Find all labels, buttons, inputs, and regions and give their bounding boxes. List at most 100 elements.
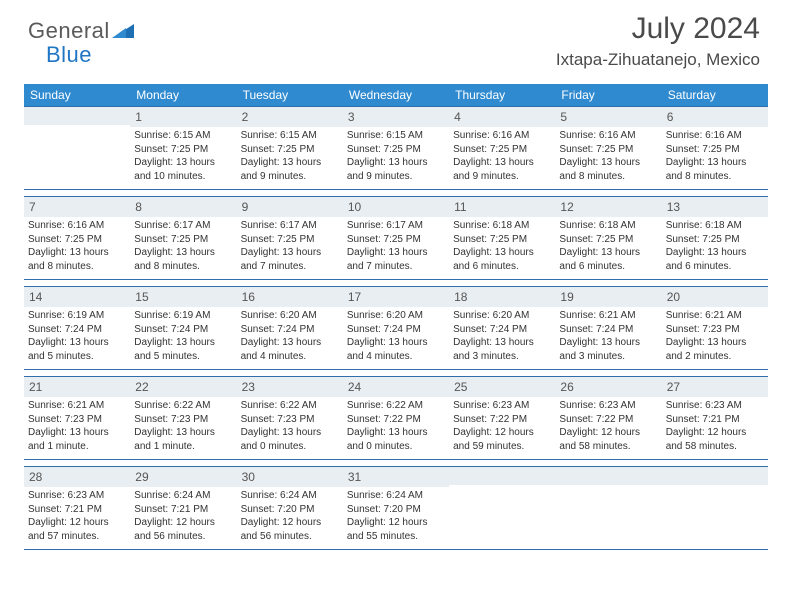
day-number: 20 (662, 287, 768, 307)
cell-body: Sunrise: 6:23 AMSunset: 7:22 PMDaylight:… (449, 399, 555, 455)
sunrise-text: Sunrise: 6:15 AM (134, 129, 232, 143)
cell-body: Sunrise: 6:15 AMSunset: 7:25 PMDaylight:… (130, 129, 236, 185)
sunset-text: Sunset: 7:25 PM (241, 143, 339, 157)
dayname-wed: Wednesday (343, 84, 449, 106)
sunset-text: Sunset: 7:24 PM (134, 323, 232, 337)
daylight-text: Daylight: 13 hours and 7 minutes. (241, 246, 339, 273)
calendar-cell: 25Sunrise: 6:23 AMSunset: 7:22 PMDayligh… (449, 377, 555, 459)
cell-body: Sunrise: 6:20 AMSunset: 7:24 PMDaylight:… (237, 309, 343, 365)
day-number: 2 (237, 107, 343, 127)
daylight-text: Daylight: 12 hours and 56 minutes. (134, 516, 232, 543)
sunset-text: Sunset: 7:25 PM (559, 143, 657, 157)
daylight-text: Daylight: 13 hours and 7 minutes. (347, 246, 445, 273)
sunset-text: Sunset: 7:25 PM (134, 233, 232, 247)
calendar-cell: 6Sunrise: 6:16 AMSunset: 7:25 PMDaylight… (662, 107, 768, 189)
sunset-text: Sunset: 7:23 PM (241, 413, 339, 427)
brand-part2: Blue (46, 42, 92, 68)
daylight-text: Daylight: 13 hours and 8 minutes. (28, 246, 126, 273)
sunrise-text: Sunrise: 6:18 AM (453, 219, 551, 233)
cell-body: Sunrise: 6:22 AMSunset: 7:23 PMDaylight:… (237, 399, 343, 455)
daylight-text: Daylight: 13 hours and 2 minutes. (666, 336, 764, 363)
daylight-text: Daylight: 13 hours and 1 minute. (134, 426, 232, 453)
sunrise-text: Sunrise: 6:21 AM (28, 399, 126, 413)
calendar-cell: 12Sunrise: 6:18 AMSunset: 7:25 PMDayligh… (555, 197, 661, 279)
calendar-cell: 5Sunrise: 6:16 AMSunset: 7:25 PMDaylight… (555, 107, 661, 189)
calendar-cell: 8Sunrise: 6:17 AMSunset: 7:25 PMDaylight… (130, 197, 236, 279)
calendar-cell: 17Sunrise: 6:20 AMSunset: 7:24 PMDayligh… (343, 287, 449, 369)
calendar-cell: 18Sunrise: 6:20 AMSunset: 7:24 PMDayligh… (449, 287, 555, 369)
calendar-cell: 23Sunrise: 6:22 AMSunset: 7:23 PMDayligh… (237, 377, 343, 459)
sunset-text: Sunset: 7:24 PM (241, 323, 339, 337)
sunrise-text: Sunrise: 6:17 AM (347, 219, 445, 233)
calendar-week: 28Sunrise: 6:23 AMSunset: 7:21 PMDayligh… (24, 466, 768, 550)
dayname-sun: Sunday (24, 84, 130, 106)
cell-body: Sunrise: 6:15 AMSunset: 7:25 PMDaylight:… (343, 129, 449, 185)
daylight-text: Daylight: 12 hours and 55 minutes. (347, 516, 445, 543)
sunset-text: Sunset: 7:25 PM (134, 143, 232, 157)
cell-body: Sunrise: 6:18 AMSunset: 7:25 PMDaylight:… (449, 219, 555, 275)
cell-body: Sunrise: 6:22 AMSunset: 7:22 PMDaylight:… (343, 399, 449, 455)
cell-body: Sunrise: 6:16 AMSunset: 7:25 PMDaylight:… (662, 129, 768, 185)
day-number: 1 (130, 107, 236, 127)
calendar-cell: 29Sunrise: 6:24 AMSunset: 7:21 PMDayligh… (130, 467, 236, 549)
daylight-text: Daylight: 13 hours and 9 minutes. (347, 156, 445, 183)
dayname-sat: Saturday (662, 84, 768, 106)
day-number: 11 (449, 197, 555, 217)
daylight-text: Daylight: 13 hours and 9 minutes. (241, 156, 339, 183)
cell-body: Sunrise: 6:23 AMSunset: 7:22 PMDaylight:… (555, 399, 661, 455)
sunrise-text: Sunrise: 6:18 AM (666, 219, 764, 233)
sunrise-text: Sunrise: 6:23 AM (453, 399, 551, 413)
cell-body: Sunrise: 6:22 AMSunset: 7:23 PMDaylight:… (130, 399, 236, 455)
day-number: 24 (343, 377, 449, 397)
cell-body: Sunrise: 6:23 AMSunset: 7:21 PMDaylight:… (24, 489, 130, 545)
calendar-cell: 4Sunrise: 6:16 AMSunset: 7:25 PMDaylight… (449, 107, 555, 189)
calendar-week: 7Sunrise: 6:16 AMSunset: 7:25 PMDaylight… (24, 196, 768, 280)
day-number: 28 (24, 467, 130, 487)
daylight-text: Daylight: 13 hours and 9 minutes. (453, 156, 551, 183)
dayname-tue: Tuesday (237, 84, 343, 106)
day-number (555, 467, 661, 485)
calendar-cell: 21Sunrise: 6:21 AMSunset: 7:23 PMDayligh… (24, 377, 130, 459)
daylight-text: Daylight: 13 hours and 0 minutes. (347, 426, 445, 453)
sunset-text: Sunset: 7:25 PM (28, 233, 126, 247)
calendar-cell: 10 Sunrise: 6:17 AMSunset: 7:25 PMDayligh… (343, 197, 449, 279)
dayname-fri: Friday (555, 84, 661, 106)
daylight-text: Daylight: 13 hours and 5 minutes. (28, 336, 126, 363)
day-number (449, 467, 555, 485)
sunrise-text: Sunrise: 6:18 AM (559, 219, 657, 233)
page-subtitle: Ixtapa-Zihuatanejo, Mexico (556, 50, 760, 70)
cell-body: Sunrise: 6:24 AMSunset: 7:20 PMDaylight:… (343, 489, 449, 545)
sunset-text: Sunset: 7:25 PM (666, 233, 764, 247)
sunset-text: Sunset: 7:24 PM (347, 323, 445, 337)
sunrise-text: Sunrise: 6:22 AM (347, 399, 445, 413)
day-number: 3 (343, 107, 449, 127)
calendar-cell: 1Sunrise: 6:15 AMSunset: 7:25 PMDaylight… (130, 107, 236, 189)
calendar-week: 21Sunrise: 6:21 AMSunset: 7:23 PMDayligh… (24, 376, 768, 460)
daylight-text: Daylight: 13 hours and 8 minutes. (666, 156, 764, 183)
cell-body: Sunrise: 6:15 AMSunset: 7:25 PMDaylight:… (237, 129, 343, 185)
day-number: 23 (237, 377, 343, 397)
sunset-text: Sunset: 7:25 PM (347, 143, 445, 157)
calendar-cell: 30Sunrise: 6:24 AMSunset: 7:20 PMDayligh… (237, 467, 343, 549)
day-number: 6 (662, 107, 768, 127)
cell-body: Sunrise: 6:24 AMSunset: 7:20 PMDaylight:… (237, 489, 343, 545)
day-number: 10 (343, 197, 449, 217)
sunrise-text: Sunrise: 6:23 AM (559, 399, 657, 413)
day-number: 27 (662, 377, 768, 397)
sunrise-text: Sunrise: 6:21 AM (666, 309, 764, 323)
day-number: 19 (555, 287, 661, 307)
sunrise-text: Sunrise: 6:21 AM (559, 309, 657, 323)
calendar-cell: 11Sunrise: 6:18 AMSunset: 7:25 PMDayligh… (449, 197, 555, 279)
sunrise-text: Sunrise: 6:16 AM (28, 219, 126, 233)
sunset-text: Sunset: 7:20 PM (347, 503, 445, 517)
sunrise-text: Sunrise: 6:24 AM (241, 489, 339, 503)
day-number: 29 (130, 467, 236, 487)
sunset-text: Sunset: 7:25 PM (453, 143, 551, 157)
calendar-cell: 14Sunrise: 6:19 AMSunset: 7:24 PMDayligh… (24, 287, 130, 369)
calendar-cell: 9Sunrise: 6:17 AMSunset: 7:25 PMDaylight… (237, 197, 343, 279)
sunset-text: Sunset: 7:25 PM (347, 233, 445, 247)
calendar-cell: 28Sunrise: 6:23 AMSunset: 7:21 PMDayligh… (24, 467, 130, 549)
brand-logo: General Blue (28, 18, 134, 44)
daylight-text: Daylight: 13 hours and 6 minutes. (666, 246, 764, 273)
daylight-text: Daylight: 13 hours and 10 minutes. (134, 156, 232, 183)
